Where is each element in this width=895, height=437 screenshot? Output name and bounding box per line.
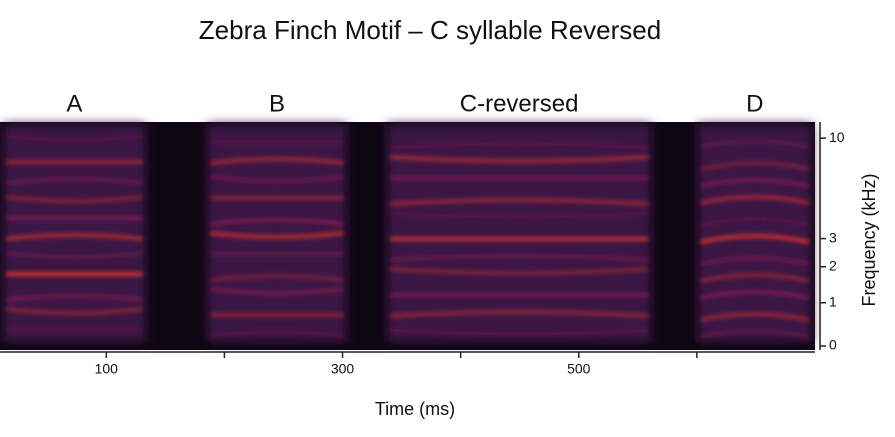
- harmonic-band: [5, 177, 144, 185]
- harmonic-band: [210, 274, 344, 282]
- chart-title: Zebra Finch Motif – C syllable Reversed: [199, 15, 661, 45]
- harmonic-band: [389, 198, 649, 206]
- plot-area: [0, 122, 815, 350]
- harmonic-band: [700, 217, 810, 227]
- harmonics: [5, 134, 144, 332]
- harmonic-band: [210, 218, 344, 226]
- harmonic-band: [389, 155, 649, 163]
- harmonic-band: [210, 157, 344, 165]
- x-tick-label: 100: [95, 361, 119, 377]
- syllable-label: B: [269, 90, 285, 117]
- harmonic-band: [700, 178, 810, 188]
- harmonic-band: [700, 256, 810, 266]
- harmonics: [210, 140, 344, 338]
- harmonic-band: [210, 175, 344, 183]
- x-axis-label: Time (ms): [375, 399, 455, 419]
- harmonic-band: [389, 254, 649, 262]
- x-tick-label: 300: [331, 361, 355, 377]
- harmonic-band: [5, 251, 144, 259]
- harmonic-band: [389, 328, 649, 336]
- harmonic-band: [5, 307, 144, 315]
- harmonic-band: [389, 211, 649, 219]
- harmonic-band: [5, 134, 144, 142]
- syllable-label: C-reversed: [460, 90, 579, 117]
- harmonics: [389, 142, 649, 336]
- harmonic-band: [5, 233, 144, 241]
- syllable: [697, 124, 812, 342]
- y-tick-label: 0: [829, 337, 837, 353]
- harmonic-band: [700, 312, 810, 322]
- harmonic-band: [389, 310, 649, 318]
- harmonics: [700, 139, 810, 339]
- syllable-label: D: [746, 90, 763, 117]
- y-tick-label: 3: [829, 229, 837, 245]
- y-axis-label: Frequency (kHz): [859, 173, 879, 306]
- harmonic-band: [700, 139, 810, 149]
- harmonic-band: [700, 161, 810, 171]
- harmonic-band: [700, 329, 810, 339]
- y-tick-label: 10: [829, 129, 845, 145]
- harmonic-band: [210, 231, 344, 239]
- harmonic-band: [700, 273, 810, 283]
- syllable-label: A: [66, 90, 82, 117]
- harmonic-band: [389, 142, 649, 150]
- y-tick-label: 1: [829, 293, 837, 309]
- y-tick-label: 2: [829, 257, 837, 273]
- harmonic-band: [210, 330, 344, 338]
- harmonic-band: [700, 290, 810, 300]
- harmonic-band: [5, 294, 144, 302]
- harmonic-band: [700, 234, 810, 244]
- harmonic-band: [210, 287, 344, 295]
- harmonic-band: [5, 195, 144, 203]
- harmonic-band: [700, 195, 810, 205]
- syllable: [386, 124, 652, 342]
- x-tick-label: 500: [567, 361, 591, 377]
- harmonic-band: [389, 267, 649, 275]
